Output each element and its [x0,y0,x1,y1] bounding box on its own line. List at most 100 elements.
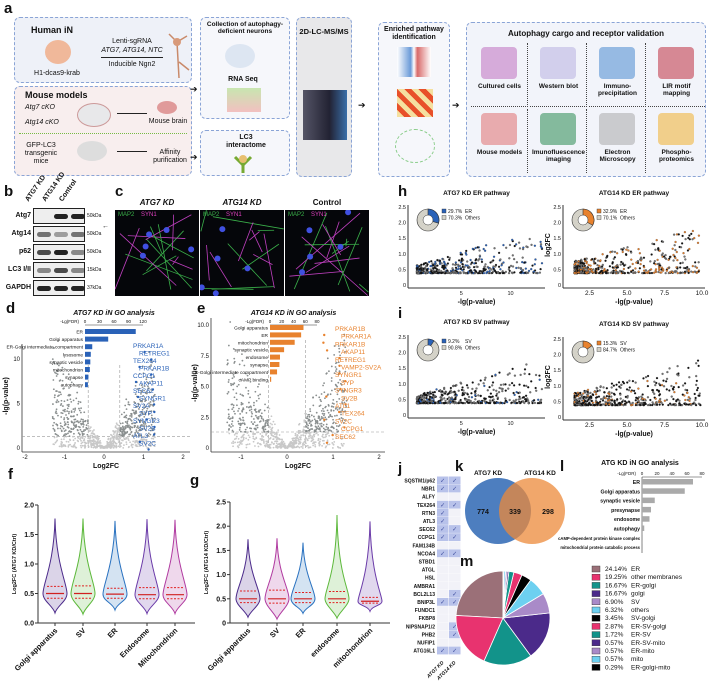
data-point [585,272,588,275]
x-tick-label: 1 [142,455,146,461]
inset-bar [270,369,278,375]
collection-title: Collection of autophagy-deficient neuron… [206,21,284,36]
check-icon: ✓ [452,503,457,509]
data-point [315,411,318,414]
data-point [303,431,306,434]
data-point [531,264,534,267]
data-point [342,442,345,445]
bar [642,525,645,531]
data-point [64,422,67,425]
data-point [661,372,664,375]
data-point [75,425,78,428]
legend-label: others [631,607,650,614]
data-point [656,258,659,261]
data-point [658,399,661,402]
category-label: Golgi apparatus [601,489,641,495]
neurite [326,221,340,259]
data-point [309,420,312,423]
data-point [464,272,468,275]
data-point [668,255,672,258]
legend-percent: 32.9% [603,209,618,215]
data-point [342,399,344,402]
data-point [479,379,482,382]
atg14-cko: Atg14 cKO [25,119,59,126]
data-point [332,406,335,408]
check-cell [437,549,449,558]
data-point [586,388,590,391]
data-point [530,380,533,383]
data-point [521,247,525,251]
data-point [56,424,59,427]
data-point [508,243,512,247]
blot-protein-label: GAPDH [5,284,31,291]
data-point [474,262,478,265]
bar-chart-l: ATG KD iN GO analysis-Lg(FDR) 0 20 40 60 80ER… [558,460,705,553]
data-point [649,398,652,402]
data-point [651,401,654,404]
bar [642,479,693,485]
y-tick-label: 1.0 [398,382,406,388]
data-point [139,434,141,437]
data-point [626,381,629,384]
data-point [297,429,300,432]
check-icon: ✓ [440,649,445,655]
neurite [301,236,369,296]
data-point [280,443,283,446]
data-point [92,432,94,435]
data-point [280,438,283,441]
data-point [102,446,104,448]
data-point [322,407,324,410]
data-point [325,372,328,375]
blot-row [33,244,85,260]
data-point [247,434,250,437]
bar [642,544,643,550]
data-point [580,266,583,269]
nucleus [139,252,146,259]
data-point [84,420,87,423]
data-point [307,424,310,427]
data-point [681,242,684,245]
heatmap-icon [397,89,433,117]
check-icon: ✓ [440,511,445,517]
data-point [684,398,687,402]
data-point [694,398,697,402]
data-point [697,234,700,237]
data-point [322,414,325,417]
legend-percent: 15.3% [603,341,618,347]
check-icon: ✓ [452,535,457,541]
data-point [136,426,138,429]
gene-label: PRKAR1B [335,341,365,348]
legend-percent: 29.7% [448,209,463,215]
arrow-icon: ➔ [190,152,198,162]
data-point [234,412,236,415]
inset-bar [270,354,280,360]
data-point [599,259,602,262]
data-point [139,424,142,427]
data-point [314,422,317,425]
data-point [459,398,462,402]
data-point [302,428,305,431]
data-point [257,431,260,434]
data-point [66,410,69,413]
data-point [674,240,677,244]
data-point [621,400,624,403]
data-point [121,439,123,442]
data-point [322,427,325,430]
ms-box: 2D-LC-MS/MS [296,17,352,177]
check-cell [449,638,461,647]
y-tick-label: 0.5 [553,399,561,405]
data-point [245,406,248,408]
venn-count: 774 [477,509,489,516]
data-point [331,402,334,405]
data-point [242,436,245,439]
data-point [257,442,259,444]
affinity-label: Affinity purification [153,149,187,165]
data-point [141,408,144,411]
data-point [87,445,90,448]
x-tick-label: Golgi apparatus [13,626,60,673]
data-point [129,418,132,421]
data-point [314,429,317,432]
data-point [630,270,633,274]
data-point [511,367,514,370]
y-tick-label: 1.5 [553,236,561,242]
